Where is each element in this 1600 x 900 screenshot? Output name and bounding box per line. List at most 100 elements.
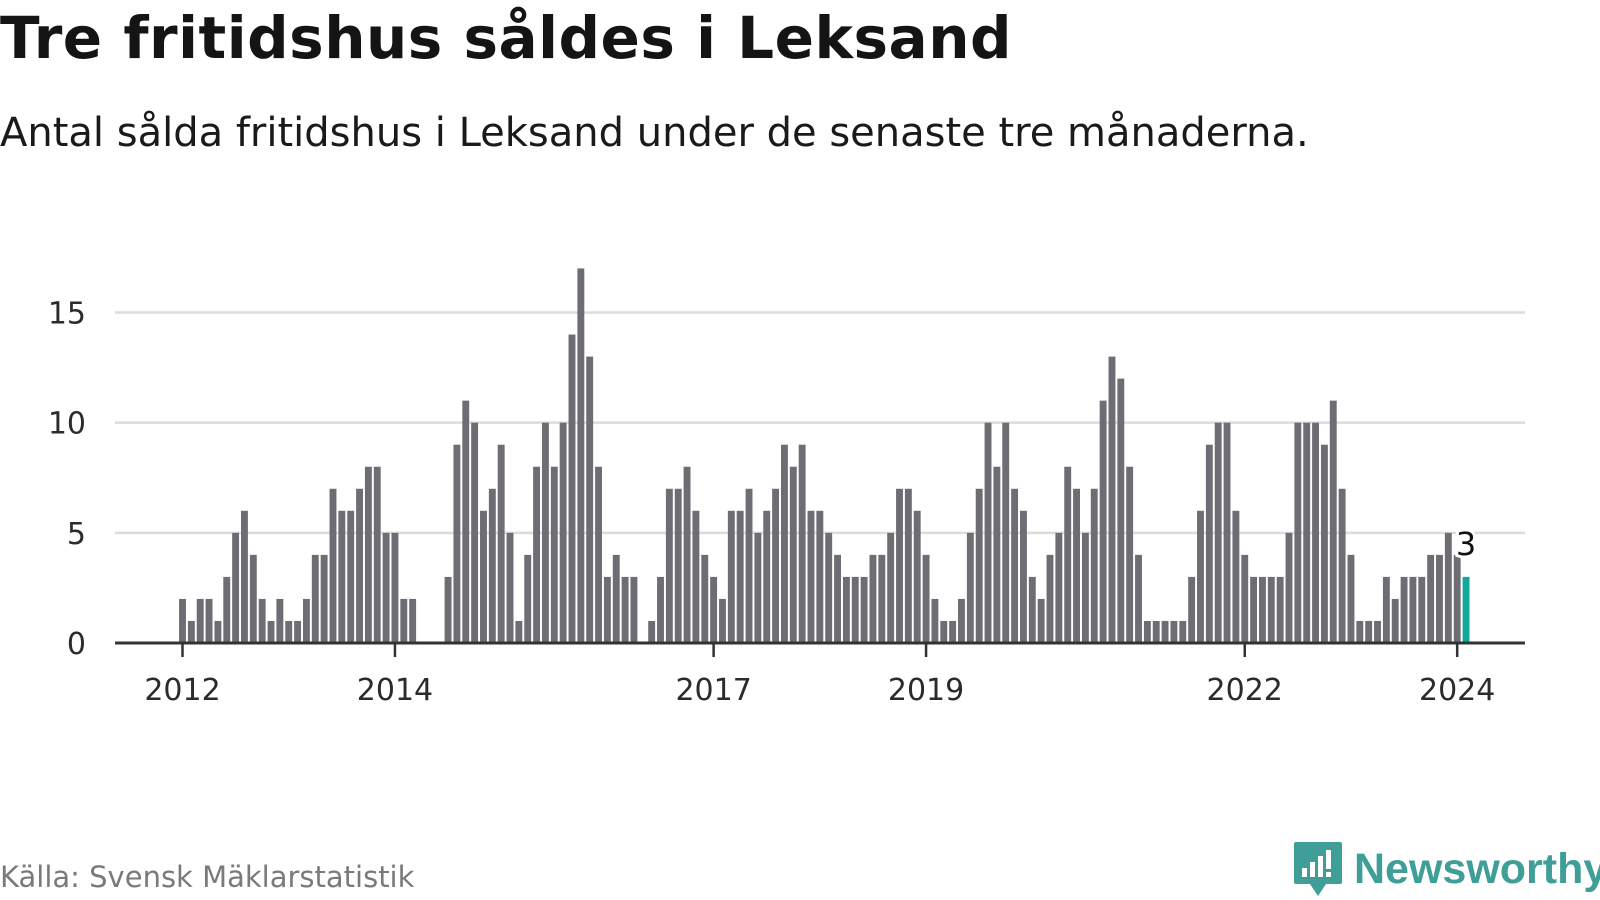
bar xyxy=(1046,554,1054,643)
bar xyxy=(603,576,611,643)
bar xyxy=(727,510,735,643)
bar xyxy=(524,554,532,643)
bar xyxy=(1232,510,1240,643)
bar xyxy=(975,488,983,643)
bar xyxy=(940,620,948,643)
bar xyxy=(780,444,788,643)
x-tick-label: 2022 xyxy=(1207,673,1283,708)
bar xyxy=(471,422,479,643)
bar xyxy=(1444,532,1452,643)
bar xyxy=(984,422,992,643)
bar xyxy=(187,620,195,643)
bar xyxy=(931,598,939,643)
bar xyxy=(825,532,833,643)
last-value-label: 3 xyxy=(1456,525,1476,563)
bar xyxy=(692,510,700,643)
bar xyxy=(1170,620,1178,643)
axes xyxy=(115,641,1525,657)
bar xyxy=(480,510,487,643)
bar xyxy=(612,554,620,643)
bar xyxy=(949,620,957,643)
bar xyxy=(497,444,505,643)
bar xyxy=(1365,620,1373,643)
bar xyxy=(878,554,886,643)
bar xyxy=(1108,356,1116,643)
y-tick-label: 5 xyxy=(67,517,86,552)
bar xyxy=(559,422,567,643)
bar xyxy=(1126,466,1134,643)
bar xyxy=(347,510,355,643)
bars xyxy=(179,268,1470,643)
bar xyxy=(816,510,824,643)
x-tick-label: 2019 xyxy=(888,673,964,708)
bar xyxy=(1205,444,1213,643)
bar xyxy=(1241,554,1249,643)
bar xyxy=(1117,378,1125,643)
bar xyxy=(754,532,762,643)
bar xyxy=(533,466,541,643)
bar xyxy=(1002,422,1010,643)
newsworthy-logo[interactable]: Newsworthy xyxy=(1292,840,1600,898)
brand-name: Newsworthy xyxy=(1354,844,1600,893)
bar xyxy=(356,488,363,643)
bar xyxy=(373,466,381,643)
bar xyxy=(444,576,452,643)
bar xyxy=(267,620,275,643)
bar xyxy=(214,620,222,643)
bar xyxy=(1250,576,1258,643)
bar xyxy=(1312,422,1319,643)
bar xyxy=(1285,532,1293,643)
bar xyxy=(1152,620,1160,643)
bar xyxy=(285,620,293,643)
bar xyxy=(763,510,771,643)
bar xyxy=(1143,620,1151,643)
bar xyxy=(1303,422,1311,643)
bar xyxy=(196,598,204,643)
bar xyxy=(657,576,664,643)
bar xyxy=(1427,554,1435,643)
bar xyxy=(1391,598,1399,643)
bar xyxy=(1400,576,1408,643)
y-tick-label: 0 xyxy=(67,627,86,662)
bar xyxy=(550,466,558,643)
bar xyxy=(595,466,602,643)
bar xyxy=(683,466,691,643)
bar xyxy=(887,532,895,643)
bar xyxy=(1161,620,1169,643)
bar xyxy=(630,576,638,643)
bar-latest xyxy=(1462,576,1470,643)
bar xyxy=(1356,620,1364,643)
bar xyxy=(772,488,780,643)
y-tick-label: 10 xyxy=(48,407,86,442)
bar xyxy=(338,510,346,643)
bar xyxy=(462,400,470,643)
bar xyxy=(1019,510,1027,643)
bar xyxy=(179,598,186,643)
bar xyxy=(311,554,319,643)
bar xyxy=(966,532,974,643)
bar xyxy=(294,620,302,643)
bar xyxy=(860,576,868,643)
source-note: Källa: Svensk Mäklarstatistik xyxy=(0,860,415,894)
bar xyxy=(1320,444,1328,643)
bar xyxy=(1081,532,1089,643)
bar xyxy=(896,488,903,643)
bar xyxy=(409,598,417,643)
bar xyxy=(541,422,549,643)
bar xyxy=(834,554,841,643)
bar xyxy=(719,598,726,643)
bar xyxy=(1329,400,1337,643)
bar xyxy=(382,532,390,643)
x-tick-label: 2014 xyxy=(357,673,433,708)
bar xyxy=(577,268,585,643)
bar xyxy=(258,598,266,643)
bar xyxy=(320,554,328,643)
bar xyxy=(232,532,240,643)
chart-title: Tre fritidshus såldes i Leksand xyxy=(0,4,1013,72)
bar xyxy=(1374,620,1381,643)
bar xyxy=(736,510,744,643)
bar xyxy=(205,598,213,643)
bar xyxy=(249,554,257,643)
bar xyxy=(958,598,965,643)
